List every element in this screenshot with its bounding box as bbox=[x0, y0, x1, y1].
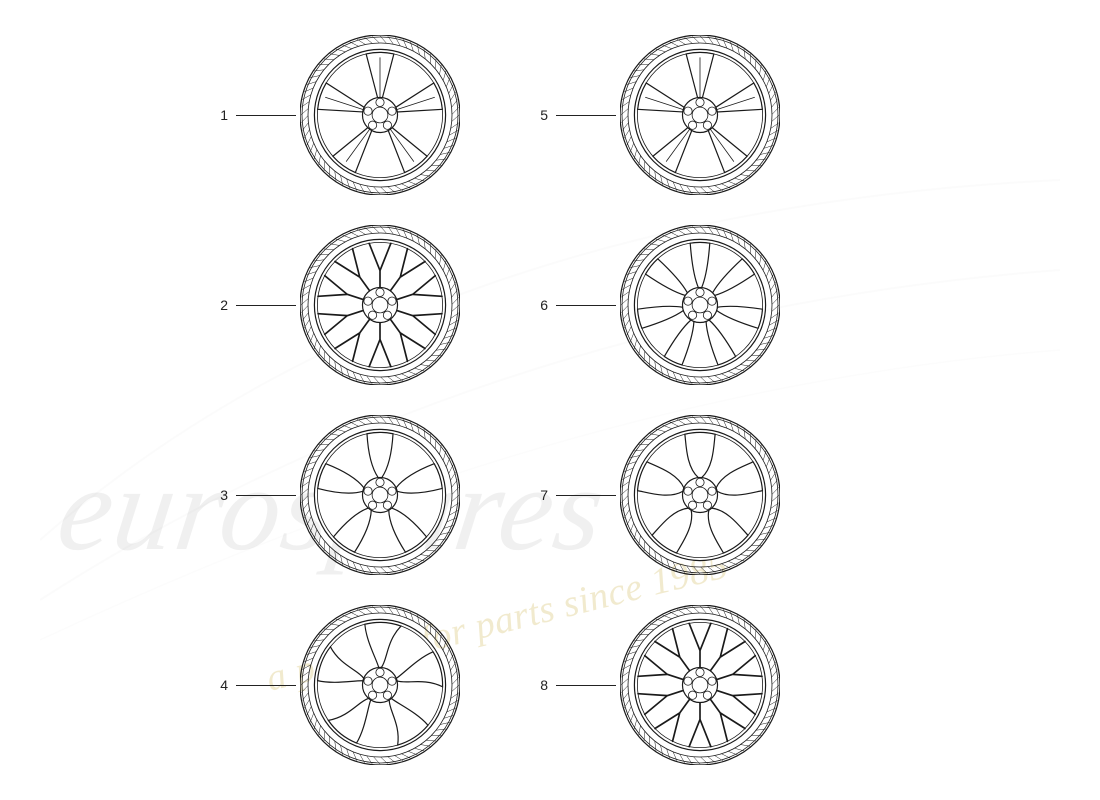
leader-line bbox=[236, 115, 296, 116]
wheel-item: 4 bbox=[210, 605, 460, 765]
leader-line bbox=[236, 305, 296, 306]
callout-label: 6 bbox=[530, 297, 548, 313]
wheel-item: 8 bbox=[530, 605, 780, 765]
wheel-graphic-wrap bbox=[620, 415, 780, 575]
leader-line bbox=[556, 115, 616, 116]
wheel-graphic-wrap bbox=[300, 35, 460, 195]
wheel-graphic-wrap bbox=[620, 225, 780, 385]
wheel-illustration bbox=[300, 415, 460, 575]
wheel-item: 6 bbox=[530, 225, 780, 385]
wheel-illustration bbox=[300, 35, 460, 195]
callout-label: 8 bbox=[530, 677, 548, 693]
callout-label: 3 bbox=[210, 487, 228, 503]
callout-label: 5 bbox=[530, 107, 548, 123]
wheel-illustration bbox=[300, 605, 460, 765]
diagram-canvas: eurospares a passion for parts since 198… bbox=[0, 0, 1100, 800]
callout-label: 1 bbox=[210, 107, 228, 123]
wheel-item: 5 bbox=[530, 35, 780, 195]
callout-label: 4 bbox=[210, 677, 228, 693]
wheel-graphic-wrap bbox=[300, 225, 460, 385]
callout-label: 2 bbox=[210, 297, 228, 313]
wheel-item: 3 bbox=[210, 415, 460, 575]
wheel-graphic-wrap bbox=[300, 415, 460, 575]
leader-line bbox=[236, 495, 296, 496]
wheel-illustration bbox=[620, 225, 780, 385]
callout-label: 7 bbox=[530, 487, 548, 503]
wheel-item: 2 bbox=[210, 225, 460, 385]
wheel-item: 7 bbox=[530, 415, 780, 575]
wheel-graphic-wrap bbox=[620, 605, 780, 765]
leader-line bbox=[556, 305, 616, 306]
leader-line bbox=[236, 685, 296, 686]
watermark-swoosh bbox=[40, 120, 1060, 680]
leader-line bbox=[556, 495, 616, 496]
leader-line bbox=[556, 685, 616, 686]
wheel-illustration bbox=[620, 35, 780, 195]
wheel-graphic-wrap bbox=[300, 605, 460, 765]
wheel-illustration bbox=[620, 605, 780, 765]
wheel-illustration bbox=[620, 415, 780, 575]
wheel-illustration bbox=[300, 225, 460, 385]
wheel-graphic-wrap bbox=[620, 35, 780, 195]
wheel-item: 1 bbox=[210, 35, 460, 195]
